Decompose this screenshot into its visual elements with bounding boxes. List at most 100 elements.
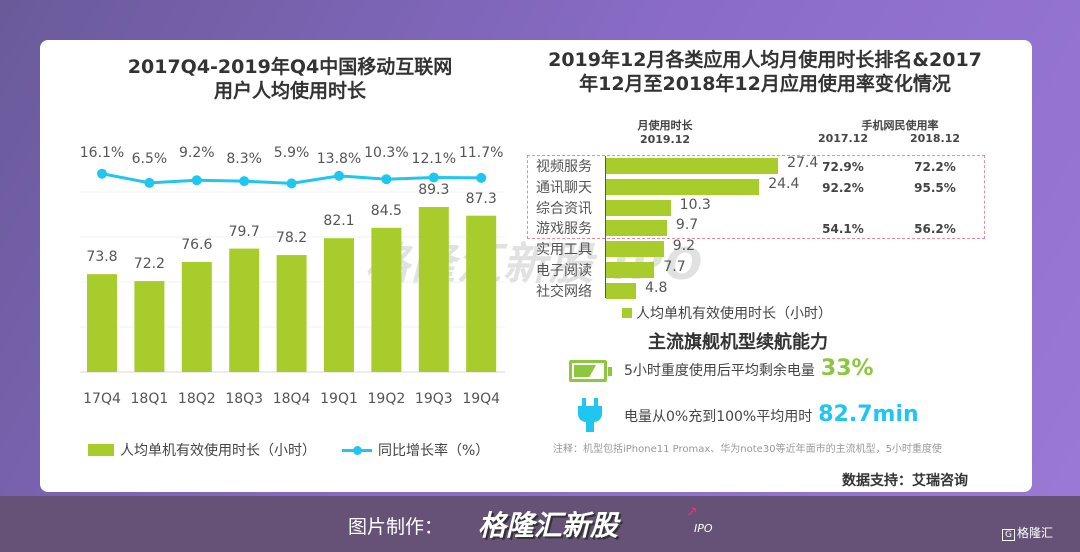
charge-value: 82.7min (818, 402, 919, 427)
right-chart-title: 2019年12月各类应用人均月使用时长排名&2017 年12月至2018年12月应… (530, 48, 1000, 96)
header-2018: 2018.12 (909, 132, 961, 145)
bar (181, 262, 212, 372)
category-label: 电子阅读 (536, 263, 592, 279)
category-label: 综合资讯 (536, 200, 592, 217)
growth-label: 16.1% (79, 145, 125, 161)
battery-line: 5小时重度使用后平均剩余电量 33% (624, 356, 874, 381)
bar-value-label: 78.2 (276, 230, 308, 247)
bar (606, 220, 667, 237)
bar (606, 241, 664, 258)
growth-label: 10.3% (364, 145, 409, 161)
legend-label: 人均单机有效使用时长（小时） (636, 306, 832, 322)
bar-value-label: 87.3 (465, 190, 497, 207)
title-line: 年12月至2018年12月应用使用率变化情况 (579, 73, 951, 95)
right-legend: 人均单机有效使用时长（小时） (622, 303, 832, 323)
bar (276, 255, 307, 372)
header-2017: 2017.12 (817, 132, 869, 145)
x-tick-label: 19Q3 (414, 391, 453, 407)
growth-label: 11.7% (458, 145, 504, 161)
legend-swatch (622, 308, 632, 318)
growth-label: 12.1% (411, 151, 457, 167)
corner-logo: G 格隆汇 (1002, 524, 1053, 541)
footer: 图片制作： 格隆汇新股 IPO ↗ G 格隆汇 (0, 496, 1080, 552)
category-label: 实用工具 (536, 242, 592, 259)
category-label: 社交网络 (536, 283, 592, 300)
growth-label: 5.9% (273, 145, 310, 161)
title-line: 用户人均使用时长 (213, 80, 366, 102)
bar-value-label: 76.6 (181, 237, 213, 254)
growth-label: 9.2% (179, 145, 215, 161)
footer-brand-logo: 格隆汇新股 (478, 509, 619, 542)
left-legend: 人均单机有效使用时长（小时） 同比增长率（%） (88, 440, 489, 460)
rate-2018: 72.2% (914, 160, 956, 174)
bar-value-label: 72.2 (133, 256, 165, 273)
bar (87, 274, 117, 372)
rate-2017: 54.1% (822, 222, 864, 237)
footer-ipo: IPO (694, 522, 713, 535)
x-tick-label: 18Q1 (130, 391, 169, 407)
bar (134, 281, 165, 372)
arrow-icon: ↗ (686, 504, 698, 520)
growth-point (191, 175, 202, 186)
bar (606, 199, 671, 216)
highlight-box (527, 155, 985, 239)
bar-value-label: 4.8 (645, 279, 668, 296)
source: 数据支持：艾瑞咨询 (842, 473, 968, 489)
note: 注释：机型包括iPhone11 Promax、华为note30等近年面市的主流机… (553, 444, 942, 455)
bar (606, 178, 760, 195)
bar-value-label: 10.3 (679, 196, 711, 213)
growth-point (476, 172, 487, 183)
growth-point (381, 174, 392, 185)
footer-label: 图片制作： (348, 516, 444, 538)
x-tick-label: 18Q4 (272, 391, 311, 407)
growth-point (286, 178, 297, 189)
legend-line-label: 同比增长率（%） (378, 443, 490, 459)
x-tick-label: 18Q3 (225, 391, 264, 407)
x-tick-label: 18Q2 (177, 391, 216, 407)
growth-point (334, 170, 344, 181)
bar (606, 282, 637, 299)
bar-value-label: 84.5 (370, 202, 402, 219)
bar-value-label: 24.4 (768, 175, 800, 192)
plug-icon (578, 398, 604, 434)
rate-2018: 95.5% (914, 180, 956, 195)
x-tick-label: 19Q1 (320, 391, 358, 407)
category-label: 游戏服务 (536, 221, 592, 238)
x-tick-label: 19Q2 (367, 391, 406, 407)
growth-point (144, 177, 155, 188)
growth-label: 13.8% (316, 151, 362, 167)
rate-2017: 72.9% (822, 160, 864, 174)
bar (324, 238, 354, 372)
rate-2017: 92.2% (822, 180, 864, 195)
legend-bar-label: 人均单机有效使用时长（小时） (120, 443, 316, 459)
bar-value-label: 79.7 (228, 223, 260, 240)
battery-title: 主流旗舰机型续航能力 (648, 332, 828, 353)
bar (229, 248, 260, 372)
growth-point (97, 168, 107, 179)
bar (466, 215, 497, 372)
bar (606, 262, 655, 278)
bar (371, 227, 402, 372)
left-chart-title: 2017Q4-2019年Q4中国移动互联网 用户人均使用时长 (60, 55, 520, 103)
bar-value-label: 7.7 (663, 259, 686, 275)
category-label: 视频服务 (536, 159, 592, 175)
bar-value-label: 9.2 (672, 238, 696, 255)
growth-label: 8.3% (226, 151, 262, 167)
x-tick-label: 19Q4 (462, 391, 501, 407)
charge-line: 电量从0%充到100%平均用时 82.7min (624, 402, 919, 427)
category-label: 通讯聊天 (536, 179, 592, 196)
header-usage: 月使用时长 2019.12 (637, 119, 693, 146)
growth-point (428, 172, 439, 183)
bar (418, 207, 449, 372)
rate-2018: 56.2% (914, 222, 956, 237)
growth-point (239, 176, 250, 187)
bar-value-label: 89.3 (418, 182, 450, 199)
bar (606, 158, 779, 174)
title-line: 2019年12月各类应用人均月使用时长排名&2017 (548, 49, 982, 71)
legend-bar-swatch (88, 444, 114, 456)
bar-value-label: 82.1 (323, 213, 355, 230)
bar-value-label: 73.8 (86, 249, 118, 266)
battery-value: 33% (820, 356, 874, 381)
legend-line-swatch (342, 445, 372, 455)
